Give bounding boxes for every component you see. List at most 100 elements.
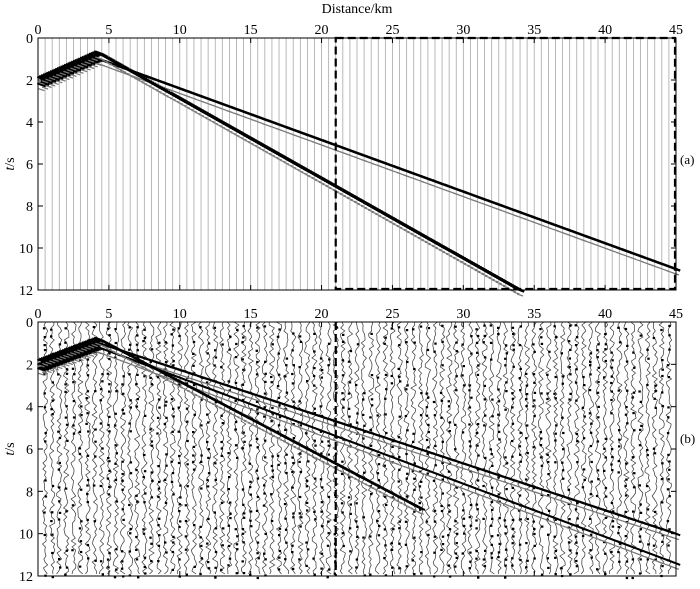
noise-mark bbox=[540, 573, 544, 576]
noise-mark bbox=[625, 478, 628, 481]
noise-mark bbox=[165, 453, 168, 456]
noise-mark bbox=[143, 328, 146, 331]
noise-mark bbox=[525, 384, 529, 387]
noise-mark bbox=[136, 334, 139, 337]
noise-mark bbox=[129, 532, 132, 535]
noise-mark bbox=[433, 350, 436, 353]
noise-mark bbox=[604, 456, 607, 459]
panel-b-x-ticks: 0 5 10 15 20 25 30 35 40 45 bbox=[35, 307, 683, 576]
noise-mark bbox=[461, 374, 464, 377]
noise-mark bbox=[292, 400, 295, 403]
noise-mark bbox=[420, 480, 423, 483]
noise-mark bbox=[236, 535, 239, 538]
noise-mark bbox=[441, 535, 445, 538]
noise-mark bbox=[463, 532, 466, 535]
noise-mark bbox=[652, 447, 656, 450]
noise-mark bbox=[504, 357, 507, 360]
noise-mark bbox=[72, 400, 76, 403]
y-tick-label: 8 bbox=[26, 200, 33, 215]
trace bbox=[212, 321, 219, 575]
noise-mark bbox=[497, 430, 501, 433]
noise-mark bbox=[348, 476, 351, 479]
noise-mark bbox=[441, 492, 444, 495]
noise-mark bbox=[547, 473, 550, 476]
noise-mark bbox=[625, 360, 629, 363]
noise-mark bbox=[50, 335, 53, 338]
noise-mark bbox=[121, 508, 124, 511]
trace bbox=[112, 321, 120, 575]
noise-mark bbox=[51, 511, 54, 514]
noise-mark bbox=[320, 452, 323, 455]
noise-mark bbox=[86, 374, 90, 377]
noise-mark bbox=[128, 373, 131, 376]
noise-mark bbox=[341, 374, 345, 377]
noise-mark bbox=[661, 501, 664, 504]
noise-mark bbox=[347, 392, 351, 395]
noise-mark bbox=[476, 423, 480, 426]
noise-mark bbox=[192, 454, 195, 457]
noise-mark bbox=[192, 431, 195, 434]
noise-mark bbox=[65, 368, 69, 371]
noise-mark bbox=[398, 344, 401, 347]
noise-mark bbox=[476, 373, 480, 376]
noise-mark bbox=[99, 388, 103, 391]
noise-mark bbox=[624, 413, 628, 416]
noise-mark bbox=[526, 517, 529, 521]
noise-mark bbox=[241, 532, 245, 535]
noise-mark bbox=[433, 535, 437, 538]
noise-mark bbox=[668, 460, 671, 463]
noise-mark bbox=[185, 573, 188, 576]
x-tick-label: 30 bbox=[456, 23, 470, 38]
noise-mark bbox=[270, 420, 273, 423]
noise-mark bbox=[305, 432, 308, 435]
noise-mark bbox=[122, 518, 125, 521]
noise-mark bbox=[569, 549, 572, 552]
noise-mark bbox=[107, 566, 110, 569]
noise-mark bbox=[128, 326, 131, 329]
noise-mark bbox=[567, 340, 571, 343]
noise-mark bbox=[255, 373, 259, 376]
noise-mark bbox=[589, 364, 592, 367]
y-tick-label: 2 bbox=[26, 358, 33, 373]
noise-mark bbox=[178, 558, 181, 561]
noise-mark bbox=[128, 422, 131, 425]
trace bbox=[290, 321, 297, 575]
noise-mark bbox=[320, 376, 323, 379]
noise-mark bbox=[519, 367, 522, 370]
noise-mark bbox=[327, 364, 330, 367]
noise-mark bbox=[58, 500, 61, 503]
noise-mark bbox=[477, 454, 480, 457]
noise-mark bbox=[489, 448, 492, 451]
noise-mark bbox=[234, 356, 238, 359]
noise-mark bbox=[341, 340, 345, 343]
noise-mark bbox=[242, 325, 245, 328]
event-wavelet bbox=[36, 340, 681, 537]
noise-mark bbox=[554, 549, 557, 553]
trace bbox=[396, 321, 403, 575]
noise-mark bbox=[363, 471, 366, 474]
noise-mark bbox=[576, 440, 579, 443]
trace bbox=[474, 321, 481, 575]
noise-mark bbox=[199, 326, 202, 329]
noise-mark bbox=[362, 437, 365, 440]
noise-mark bbox=[200, 454, 203, 457]
noise-mark bbox=[94, 440, 97, 443]
noise-mark bbox=[666, 520, 670, 523]
noise-mark bbox=[404, 543, 408, 546]
trace bbox=[274, 321, 283, 575]
noise-mark bbox=[186, 463, 189, 466]
noise-mark bbox=[177, 406, 180, 409]
noise-mark bbox=[178, 334, 181, 338]
noise-mark bbox=[490, 453, 493, 456]
noise-mark bbox=[319, 430, 323, 433]
noise-mark bbox=[234, 381, 238, 384]
noise-mark bbox=[533, 532, 536, 536]
noise-mark bbox=[617, 389, 620, 392]
noise-mark bbox=[574, 535, 578, 538]
noise-mark bbox=[447, 405, 451, 408]
noise-mark bbox=[313, 350, 316, 353]
noise-mark bbox=[462, 365, 465, 368]
noise-mark bbox=[355, 558, 359, 561]
noise-mark bbox=[278, 534, 281, 537]
noise-mark bbox=[532, 520, 535, 523]
